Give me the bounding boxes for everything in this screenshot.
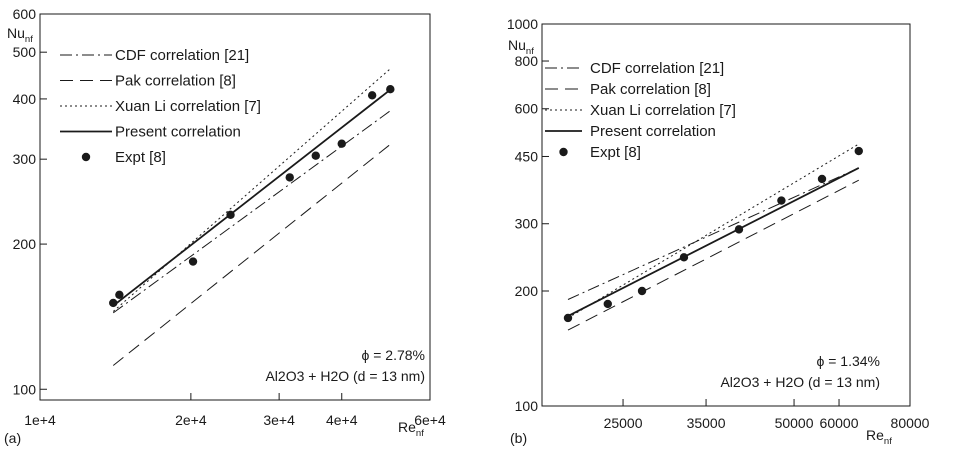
annotation-volume-fraction: ϕ = 1.34% [817,353,881,369]
y-axis-label: Nunf [7,25,33,45]
series-line-dash-dot [112,110,391,314]
y-axis-label-main: Nu [508,37,526,53]
y-tick-label: 800 [515,53,539,69]
legend-label: CDF correlation [21] [115,47,249,64]
data-point-expt [109,298,118,308]
data-point-expt [777,196,786,205]
legend-label: Present correlation [590,123,716,140]
x-tick-label: 6e+4 [414,412,446,428]
series-line-dotted [112,68,391,312]
x-axis-label-sub: nf [884,436,892,447]
y-tick-label: 1000 [507,16,538,32]
y-tick-label: 200 [515,283,539,299]
plot-frame [541,23,911,407]
x-axis-label-sub: nf [416,428,424,439]
y-tick-label: 100 [515,398,539,414]
x-axis-label-main: Re [398,419,416,435]
y-tick-label: 100 [13,381,37,397]
x-axis-label: Renf [398,419,424,439]
data-point-expt [817,174,827,184]
data-point-expt [311,151,320,160]
series-line-long-dash [567,179,860,331]
series-line-dash-dot [567,167,859,300]
legend-label: Expt [8] [115,149,166,166]
legend-label: Xuan Li correlation [7] [590,102,736,119]
data-point-expt [679,253,689,262]
series-line-dotted [567,143,860,319]
data-point-expt [854,146,863,156]
y-tick-label: 200 [13,236,37,252]
x-axis-label: Renf [866,427,892,447]
panel-label: (a) [4,430,21,446]
y-axis-label-sub: nf [25,34,33,45]
data-point-expt [337,139,346,148]
annotation-volume-fraction: ϕ = 2.78% [362,347,426,363]
x-tick-label: 2e+4 [175,412,207,428]
annotation-fluid: Al2O3 + H2O (d = 13 nm) [720,374,880,390]
y-axis-label-sub: nf [526,46,534,57]
data-point-expt [115,290,124,299]
legend-label: Pak correlation [8] [590,81,711,98]
y-tick-label: 500 [13,44,37,60]
series-line-solid [112,88,391,307]
annotation-fluid: Al2O3 + H2O (d = 13 nm) [265,368,425,384]
legend-label: Present correlation [115,124,241,141]
y-axis-label-main: Nu [7,25,25,41]
chart-panel-b: 25000 35000 50000 60000 80000 100 200 300 450 600… [507,16,930,447]
y-tick-label: 400 [13,91,37,107]
chart-panel-a: 1e+4 2e+4 3e+4 4e+4 6e+4 100 200 300 400 500 600 Re… [4,6,446,446]
y-tick-label: 300 [515,216,539,232]
x-axis-label-main: Re [866,427,884,443]
panel-label: (b) [510,430,527,446]
data-point-expt [563,313,573,323]
data-point-expt [734,225,744,234]
x-tick-label: 80000 [891,415,930,431]
data-point-expt [637,286,647,296]
data-point-expt [188,257,198,266]
y-tick-label: 450 [515,148,539,164]
legend-label: Xuan Li correlation [7] [115,98,261,115]
data-point-expt [367,91,377,100]
series-line-solid [567,167,860,317]
series-line-long-dash [112,143,391,366]
x-tick-label: 35000 [687,415,726,431]
y-tick-label: 300 [13,151,37,167]
x-tick-label: 4e+4 [326,412,358,428]
x-tick-label: 1e+4 [24,412,56,428]
data-point-expt [603,299,612,309]
plot-frame [39,13,431,401]
x-tick-label: 60000 [820,415,859,431]
x-tick-label: 25000 [604,415,643,431]
x-tick-label: 3e+4 [263,412,295,428]
data-point-expt [226,210,235,220]
data-point-expt [386,84,395,94]
y-tick-label: 600 [13,6,37,22]
legend-marker [81,152,91,162]
legend-label: CDF correlation [21] [590,60,724,77]
legend-label: Pak correlation [8] [115,73,236,90]
data-point-expt [285,173,294,182]
legend-marker [559,147,568,157]
x-tick-label: 50000 [775,415,814,431]
y-axis-label: Nunf [508,37,534,57]
y-tick-label: 600 [515,101,539,117]
legend-label: Expt [8] [590,144,641,161]
